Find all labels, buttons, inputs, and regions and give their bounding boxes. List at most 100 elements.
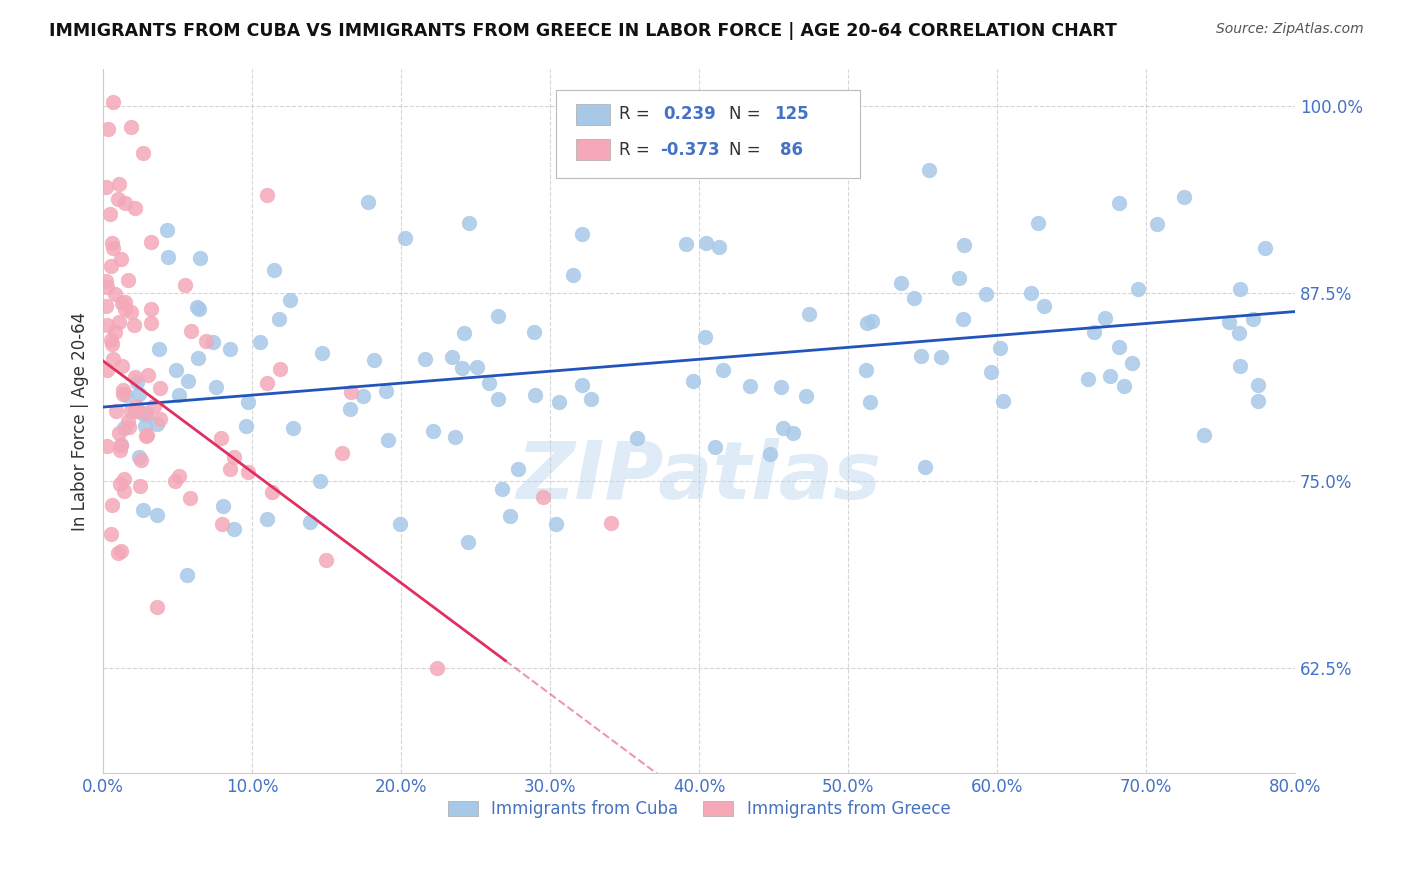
Point: [1247, 378, 1270, 392]
Point: [114, 472, 136, 486]
Point: [205, 380, 228, 394]
Point: [263, 262, 285, 277]
Point: [249, 334, 271, 349]
Text: 0.239: 0.239: [664, 105, 716, 123]
Point: [139, 316, 162, 330]
Point: [599, 516, 621, 531]
FancyBboxPatch shape: [555, 90, 860, 178]
Point: [523, 388, 546, 402]
Point: [929, 350, 952, 364]
Point: [1227, 326, 1250, 340]
Point: [1126, 282, 1149, 296]
Point: [1192, 428, 1215, 442]
Point: [571, 378, 593, 392]
Point: [770, 379, 793, 393]
Point: [167, 388, 190, 402]
Point: [340, 384, 363, 399]
Point: [374, 384, 396, 399]
Point: [283, 420, 305, 434]
Point: [134, 419, 156, 434]
Point: [96, 318, 118, 332]
Point: [330, 446, 353, 460]
Point: [952, 312, 974, 326]
Point: [107, 546, 129, 560]
Point: [180, 324, 202, 338]
Point: [298, 515, 321, 529]
Point: [856, 316, 879, 330]
Point: [120, 305, 142, 319]
Point: [112, 387, 135, 401]
Point: [117, 414, 139, 428]
Point: [256, 187, 278, 202]
Point: [110, 438, 132, 452]
Point: [546, 517, 568, 532]
Point: [758, 447, 780, 461]
Point: [146, 508, 169, 523]
Point: [561, 268, 583, 282]
Point: [209, 431, 232, 445]
Point: [1121, 356, 1143, 370]
Point: [128, 387, 150, 401]
Point: [486, 309, 509, 323]
Text: Source: ZipAtlas.com: Source: ZipAtlas.com: [1216, 22, 1364, 37]
Point: [457, 534, 479, 549]
Point: [1241, 312, 1264, 326]
Point: [222, 450, 245, 465]
Point: [111, 359, 134, 374]
Point: [94, 299, 117, 313]
Point: [695, 329, 717, 343]
Point: [278, 293, 301, 307]
Point: [782, 425, 804, 440]
Point: [948, 271, 970, 285]
Point: [531, 491, 554, 505]
Point: [108, 315, 131, 329]
Point: [128, 479, 150, 493]
Point: [860, 314, 883, 328]
Point: [311, 346, 333, 360]
Legend: Immigrants from Cuba, Immigrants from Greece: Immigrants from Cuba, Immigrants from Gr…: [441, 794, 957, 825]
Point: [100, 259, 122, 273]
Point: [100, 527, 122, 541]
Point: [149, 412, 172, 426]
Point: [988, 341, 1011, 355]
Point: [859, 394, 882, 409]
Point: [165, 363, 187, 377]
Point: [794, 389, 817, 403]
Point: [125, 375, 148, 389]
Point: [96, 274, 118, 288]
Point: [104, 287, 127, 301]
Text: R =: R =: [619, 141, 650, 159]
Point: [855, 363, 877, 377]
Point: [952, 238, 974, 252]
Point: [499, 509, 522, 524]
Point: [269, 312, 291, 326]
Point: [117, 273, 139, 287]
Point: [124, 370, 146, 384]
Point: [114, 301, 136, 316]
Point: [682, 374, 704, 388]
Text: -0.373: -0.373: [659, 141, 720, 159]
Point: [108, 425, 131, 440]
Point: [377, 433, 399, 447]
Point: [675, 236, 697, 251]
Point: [187, 351, 209, 366]
Point: [236, 394, 259, 409]
Point: [1173, 190, 1195, 204]
Point: [114, 196, 136, 211]
Point: [96, 439, 118, 453]
Point: [103, 241, 125, 255]
Point: [98, 207, 121, 221]
Point: [145, 599, 167, 614]
Point: [224, 523, 246, 537]
Point: [139, 302, 162, 317]
Point: [980, 365, 1002, 379]
Point: [176, 567, 198, 582]
Point: [740, 378, 762, 392]
Point: [96, 363, 118, 377]
Point: [101, 498, 124, 512]
Point: [441, 350, 464, 364]
Point: [107, 178, 129, 192]
FancyBboxPatch shape: [576, 139, 610, 161]
Point: [309, 474, 332, 488]
Point: [174, 278, 197, 293]
